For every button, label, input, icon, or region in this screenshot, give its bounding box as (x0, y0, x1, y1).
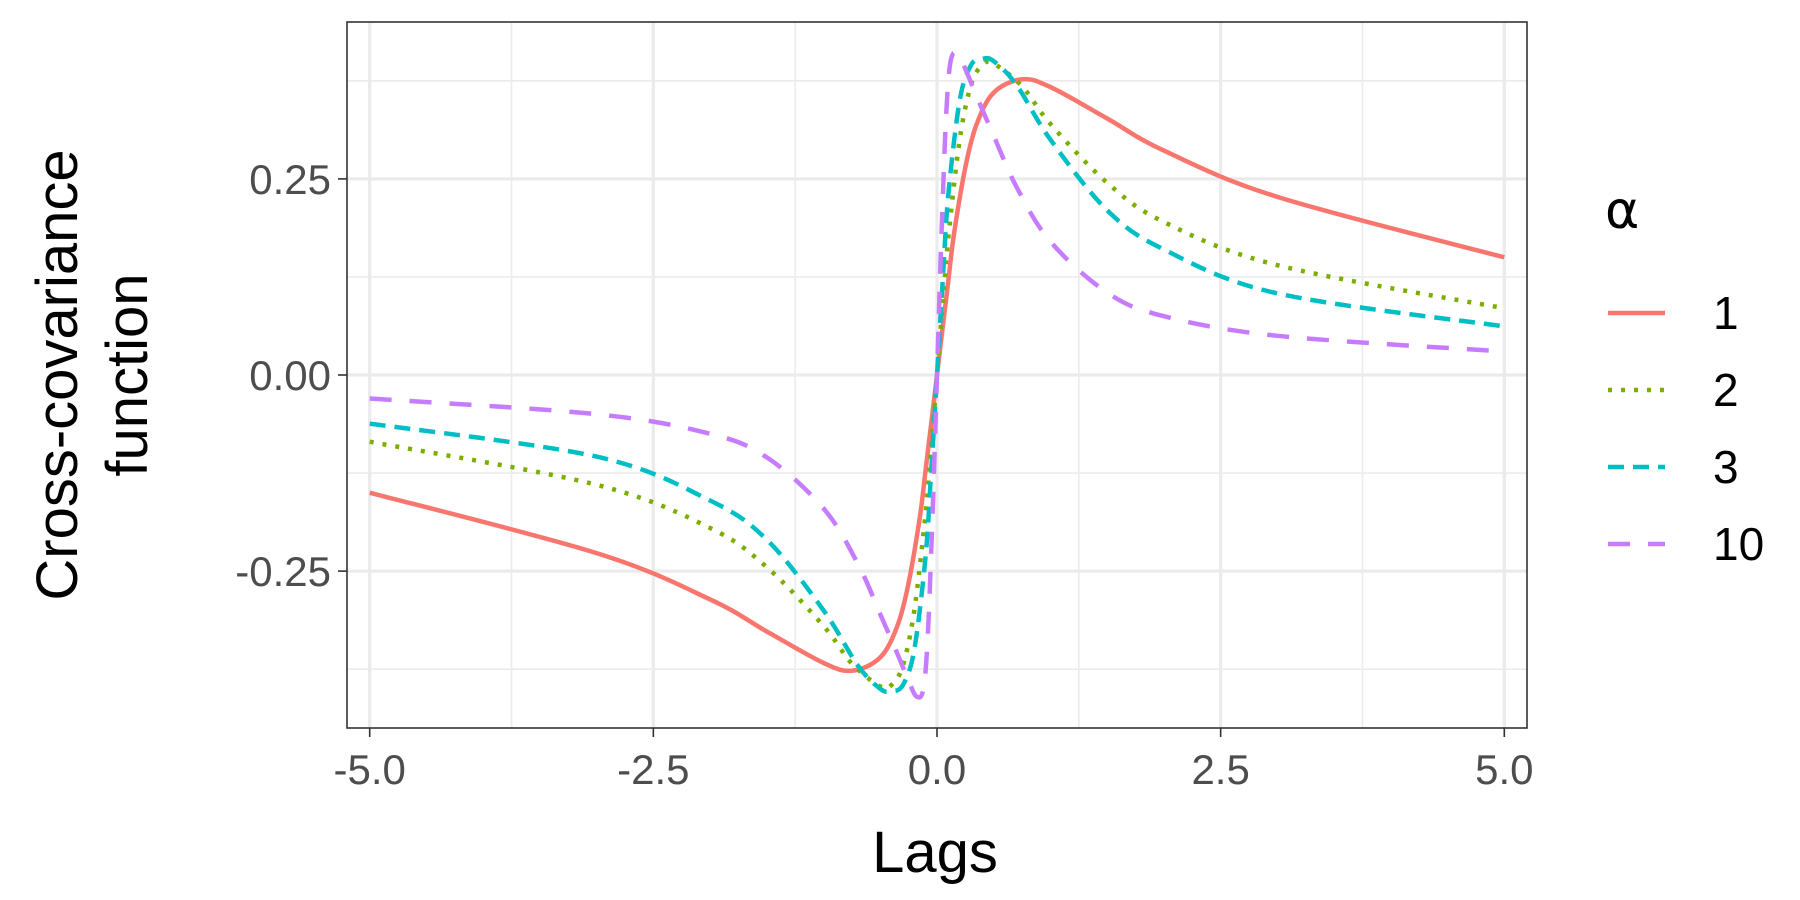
y-axis-title-line-1: Cross-covariance (25, 149, 90, 600)
legend: α 1 2 3 10 (1605, 181, 1764, 570)
x-axis: -5.0 -2.5 0.0 2.5 5.0 (334, 728, 1534, 793)
y-tick-label: 0.00 (249, 352, 331, 399)
series-line-alpha-3 (369, 55, 1505, 695)
x-axis-title: Lags (872, 820, 998, 885)
x-tick-label: -2.5 (617, 746, 689, 793)
y-axis: -0.25 0.00 0.25 (235, 156, 347, 595)
series-line-alpha-10 (369, 50, 1505, 700)
legend-label-alpha-10: 10 (1713, 518, 1764, 570)
x-tick-label: 0.0 (908, 746, 966, 793)
legend-label-alpha-1: 1 (1713, 287, 1739, 339)
legend-title: α (1605, 181, 1639, 241)
y-axis-title-line-2: function (95, 273, 160, 476)
x-tick-label: -5.0 (334, 746, 406, 793)
legend-label-alpha-2: 2 (1713, 364, 1739, 416)
legend-label-alpha-3: 3 (1713, 441, 1739, 493)
series-layer (369, 50, 1505, 700)
x-tick-label: 5.0 (1475, 746, 1533, 793)
x-tick-label: 2.5 (1191, 746, 1249, 793)
y-tick-label: 0.25 (249, 156, 331, 203)
y-tick-label: -0.25 (235, 548, 331, 595)
